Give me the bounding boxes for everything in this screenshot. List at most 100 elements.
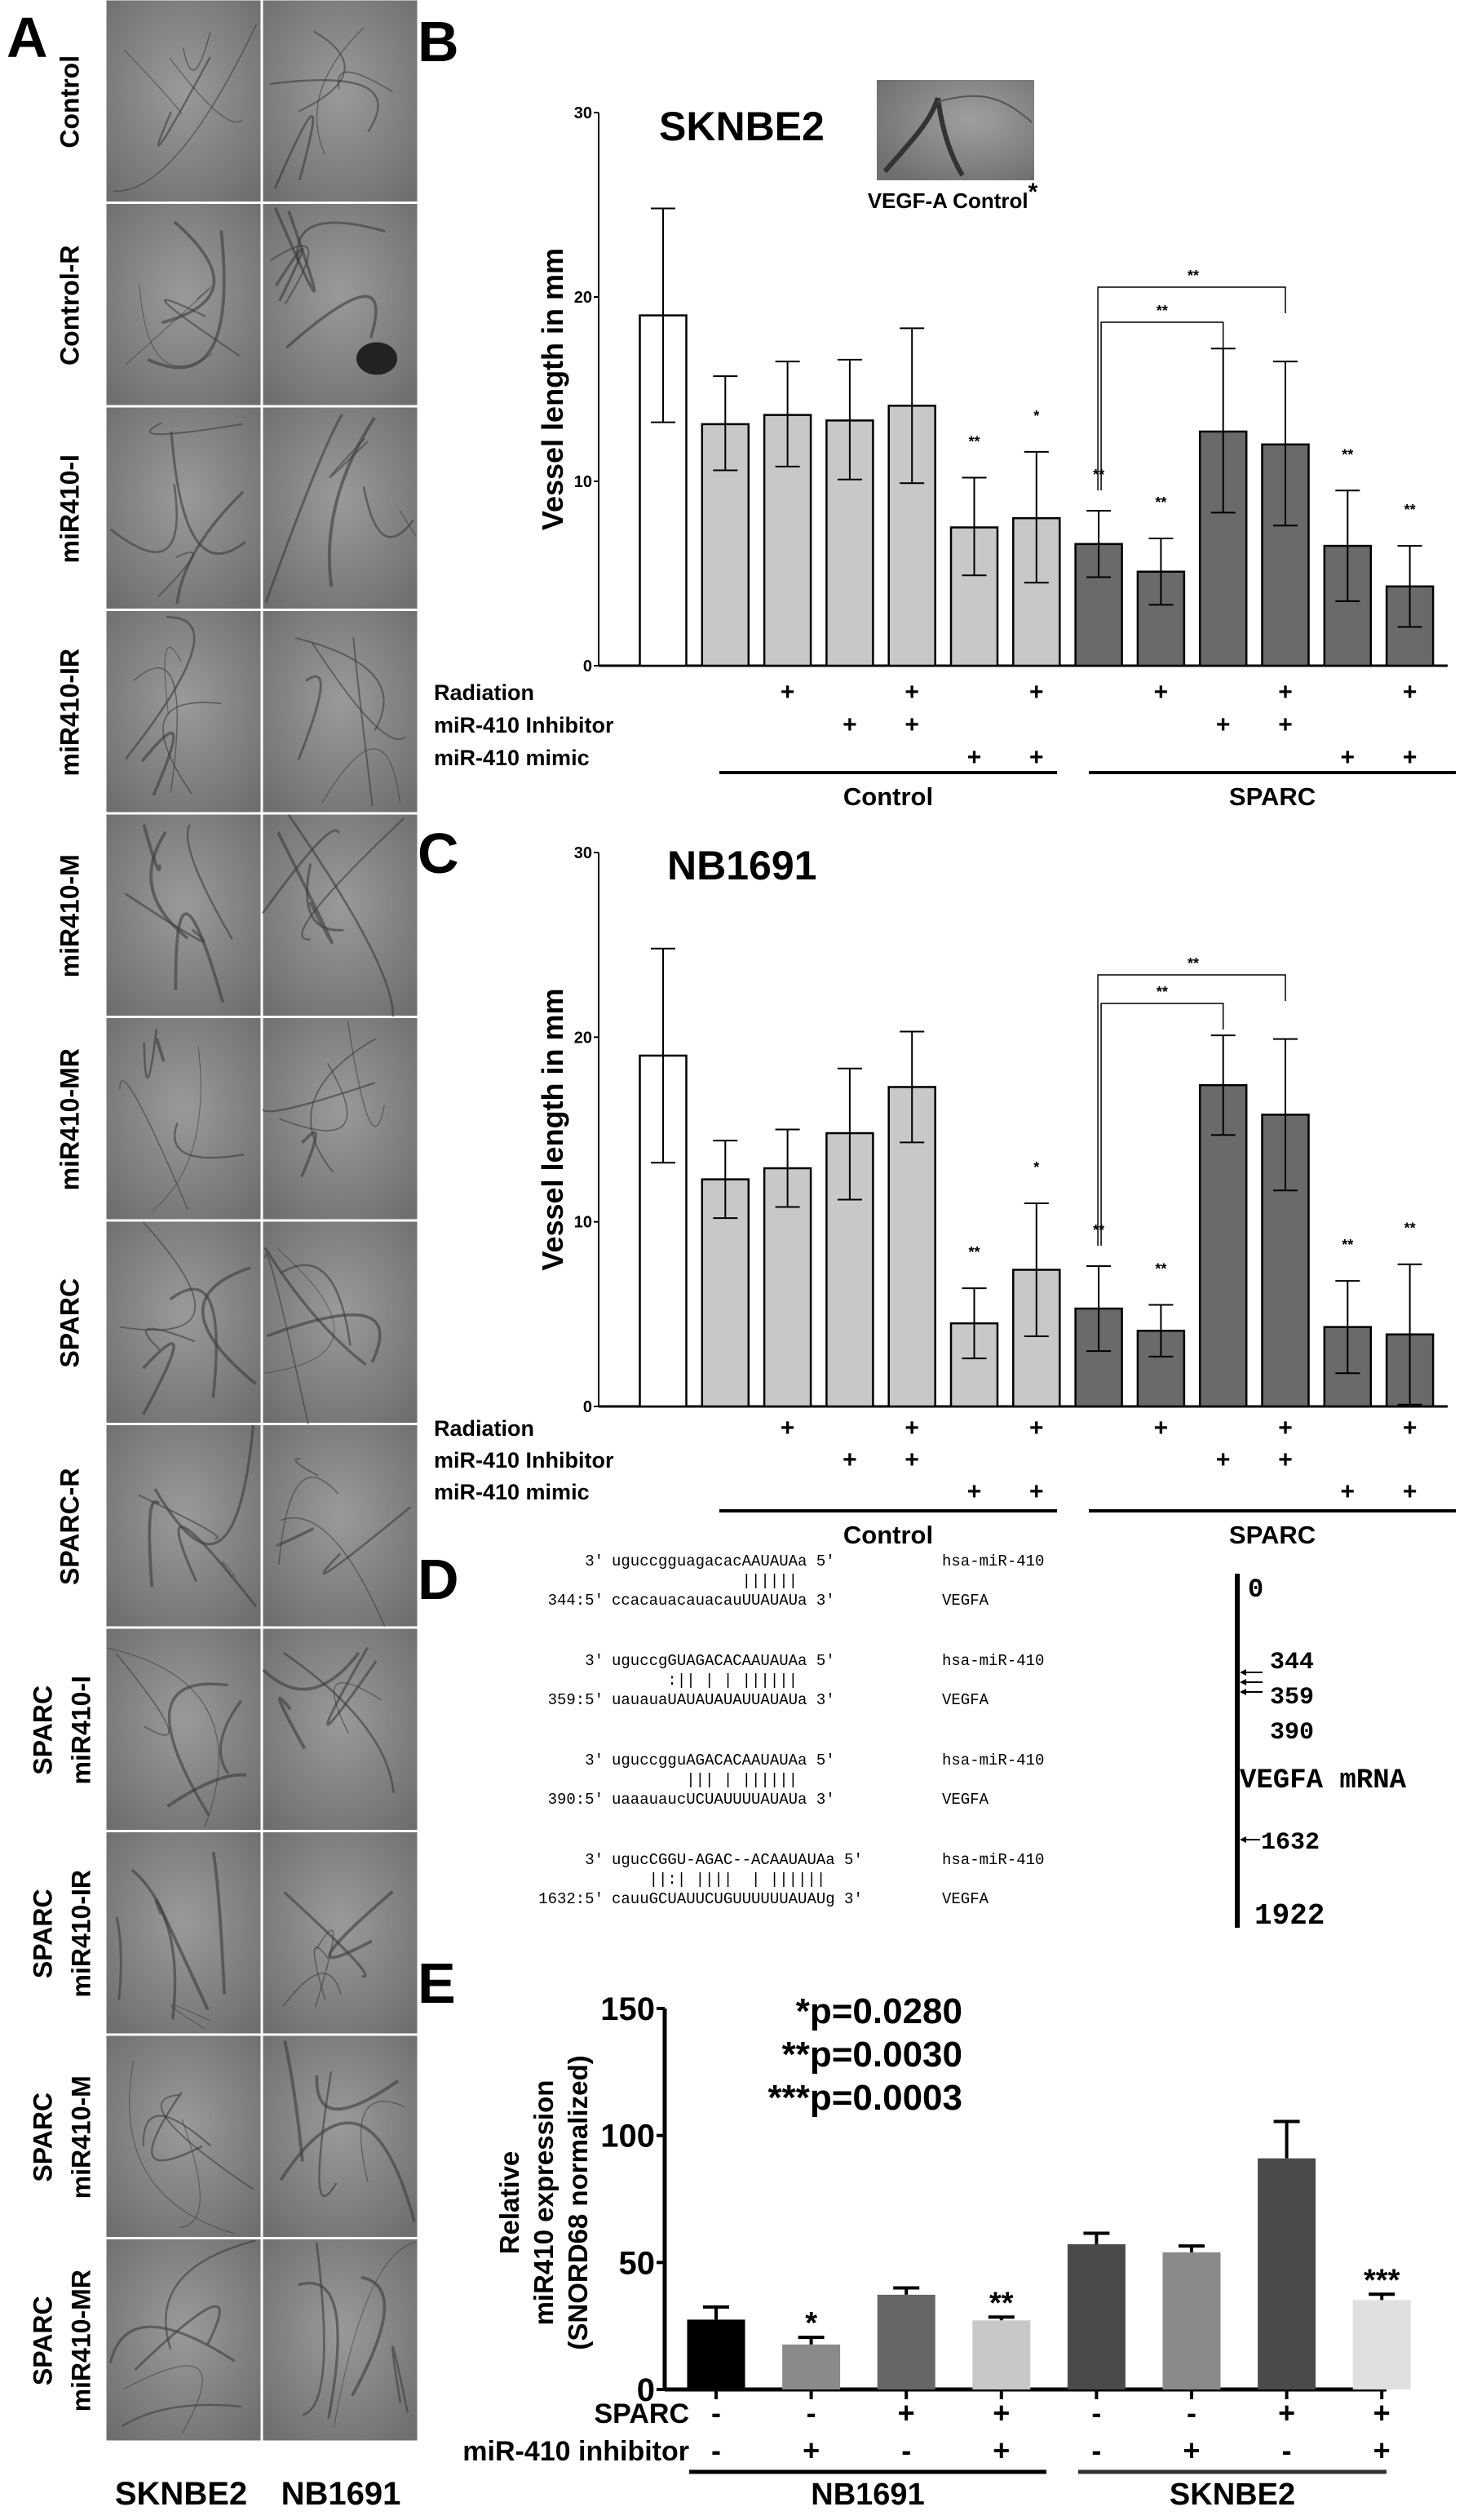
group-label-sknbe2: SKNBE2 xyxy=(1170,2478,1295,2512)
blood-vessel xyxy=(219,1699,243,1774)
y-tick-label: 20 xyxy=(574,1029,592,1047)
significance-label: ** xyxy=(1404,502,1416,518)
blood-vessel xyxy=(165,2239,256,2350)
treatment-plus: + xyxy=(1403,744,1418,771)
base-pairing: :|| | | |||||| xyxy=(612,1672,798,1690)
base-pairing: |||||| xyxy=(612,1572,798,1590)
blood-vessel xyxy=(298,30,346,113)
significance-label: *** xyxy=(1364,2263,1400,2297)
sparc-sign: - xyxy=(711,2396,721,2429)
blood-vessel xyxy=(125,616,196,760)
blood-vessel xyxy=(108,2325,236,2363)
binding-site-position: 344 xyxy=(1270,1649,1314,1676)
chorioallantoic-photo xyxy=(262,2035,418,2238)
blood-vessel xyxy=(321,748,401,804)
chorioallantoic-photo xyxy=(105,1831,262,2035)
significance-bracket xyxy=(1100,321,1224,491)
inhibitor-sign: + xyxy=(1373,2434,1391,2467)
blood-vessel xyxy=(277,1696,307,1750)
sparc-sign: + xyxy=(898,2396,915,2429)
bar xyxy=(1198,1083,1248,1408)
y-axis-label: miR410 expression xyxy=(529,2080,559,2326)
blood-vessel xyxy=(362,486,414,538)
sparc-sign: + xyxy=(993,2396,1010,2429)
treatment-plus: + xyxy=(967,1478,982,1505)
target-sequence: uaaauaucUCUAUUUUAUAUa 3' xyxy=(612,1791,835,1809)
row-label: miR410-M xyxy=(66,2075,95,2199)
significance-label: ** xyxy=(1155,1261,1166,1278)
p-value-legend: *p=0.0280 xyxy=(796,1991,962,2031)
blood-vessel xyxy=(140,731,175,796)
panel-c-chart: 0 10 20 30 Vessel length in mm NB1691 + + + + ** + *… xyxy=(434,843,1456,1549)
inhibitor-sign: - xyxy=(711,2434,721,2467)
blood-vessel xyxy=(115,1916,122,2000)
blood-vessel xyxy=(275,247,304,302)
target-prefix: 344:5' xyxy=(548,1592,604,1610)
sparc-sign: + xyxy=(1278,2396,1295,2429)
blood-vessel xyxy=(328,1889,394,1960)
dark-blob xyxy=(356,342,397,375)
target-prefix: 1632:5' xyxy=(538,1890,604,1908)
mirna-sequence: uguccgguagacacAAUAUAa 5' xyxy=(612,1552,835,1570)
significance-bracket xyxy=(1097,286,1286,491)
treatment-plus: + xyxy=(967,744,982,771)
significance-label: * xyxy=(805,2306,817,2341)
treatment-row-label: Radiation xyxy=(434,1416,534,1441)
blood-vessel xyxy=(270,245,310,305)
chart-title: NB1691 xyxy=(667,843,816,888)
y-tick-label: 10 xyxy=(574,473,592,491)
blood-vessel xyxy=(297,675,322,760)
significance-label: * xyxy=(1033,408,1039,424)
blood-vessel xyxy=(174,1122,245,1159)
mirna-sequence: uguccgGUAGACACAAUAUAa 5' xyxy=(612,1652,835,1670)
group-label-sparc: SPARC xyxy=(1229,1521,1316,1549)
row-label: Control xyxy=(55,55,84,148)
target-prefix: 359:5' xyxy=(548,1691,604,1709)
bar xyxy=(1067,2243,1126,2389)
row-label: miR410-MR xyxy=(66,2270,95,2411)
blood-vessel xyxy=(273,114,315,189)
target-sequence: ccacauacauacauUUAUAUa 3' xyxy=(612,1592,835,1610)
blood-vessel xyxy=(333,2241,416,2429)
treatment-plus: + xyxy=(1403,1415,1418,1442)
y-tick-label: 30 xyxy=(574,104,592,122)
inset-caption: VEGF-A Control* xyxy=(868,179,1038,213)
blood-vessel xyxy=(182,32,211,71)
y-tick-label: 0 xyxy=(637,2372,655,2408)
blood-vessel xyxy=(142,2115,212,2147)
y-axis-label: Vessel length in mm xyxy=(536,248,569,530)
chorioallantoic-photo xyxy=(262,1424,418,1628)
sparc-sign: - xyxy=(807,2396,816,2429)
blood-vessel xyxy=(106,1647,219,1827)
blood-vessel xyxy=(160,2093,254,2190)
blood-vessel xyxy=(151,2092,203,2162)
blood-vessel xyxy=(391,2345,409,2412)
target-name: VEGFA xyxy=(942,1890,989,1908)
significance-label: ** xyxy=(1342,446,1353,463)
bar xyxy=(687,2319,745,2389)
blood-vessel xyxy=(327,416,376,587)
mrna-start: 0 xyxy=(1248,1574,1263,1605)
blood-vessel xyxy=(285,295,378,349)
blood-vessel xyxy=(282,1651,395,1793)
blood-vessel xyxy=(134,2305,221,2372)
y-tick-label: 0 xyxy=(583,1398,592,1416)
mirna-prefix: 3' xyxy=(585,1851,604,1869)
row-label: miR410-M xyxy=(55,854,84,977)
treatment-plus: + xyxy=(1154,1415,1169,1442)
treatment-row-label: miR-410 Inhibitor xyxy=(434,1448,614,1473)
mirna-name: hsa-miR-410 xyxy=(942,1552,1044,1570)
blood-vessel xyxy=(322,1506,412,1575)
chorioallantoic-photo xyxy=(105,2239,262,2442)
blood-vessel xyxy=(266,1313,382,1363)
treatment-plus: + xyxy=(1341,1478,1356,1505)
blood-vessel xyxy=(338,71,393,93)
blood-vessel xyxy=(301,817,405,941)
treatment-plus: + xyxy=(781,679,795,706)
blood-vessel xyxy=(296,221,386,264)
blood-vessel xyxy=(313,1946,329,2000)
panel-d-alignments: 3' uguccgguagacacAAUAUAa 5' hsa-miR-410 ||… xyxy=(538,1552,1406,1933)
blood-vessel xyxy=(155,1038,166,1062)
treatment-plus: + xyxy=(1278,1415,1293,1442)
